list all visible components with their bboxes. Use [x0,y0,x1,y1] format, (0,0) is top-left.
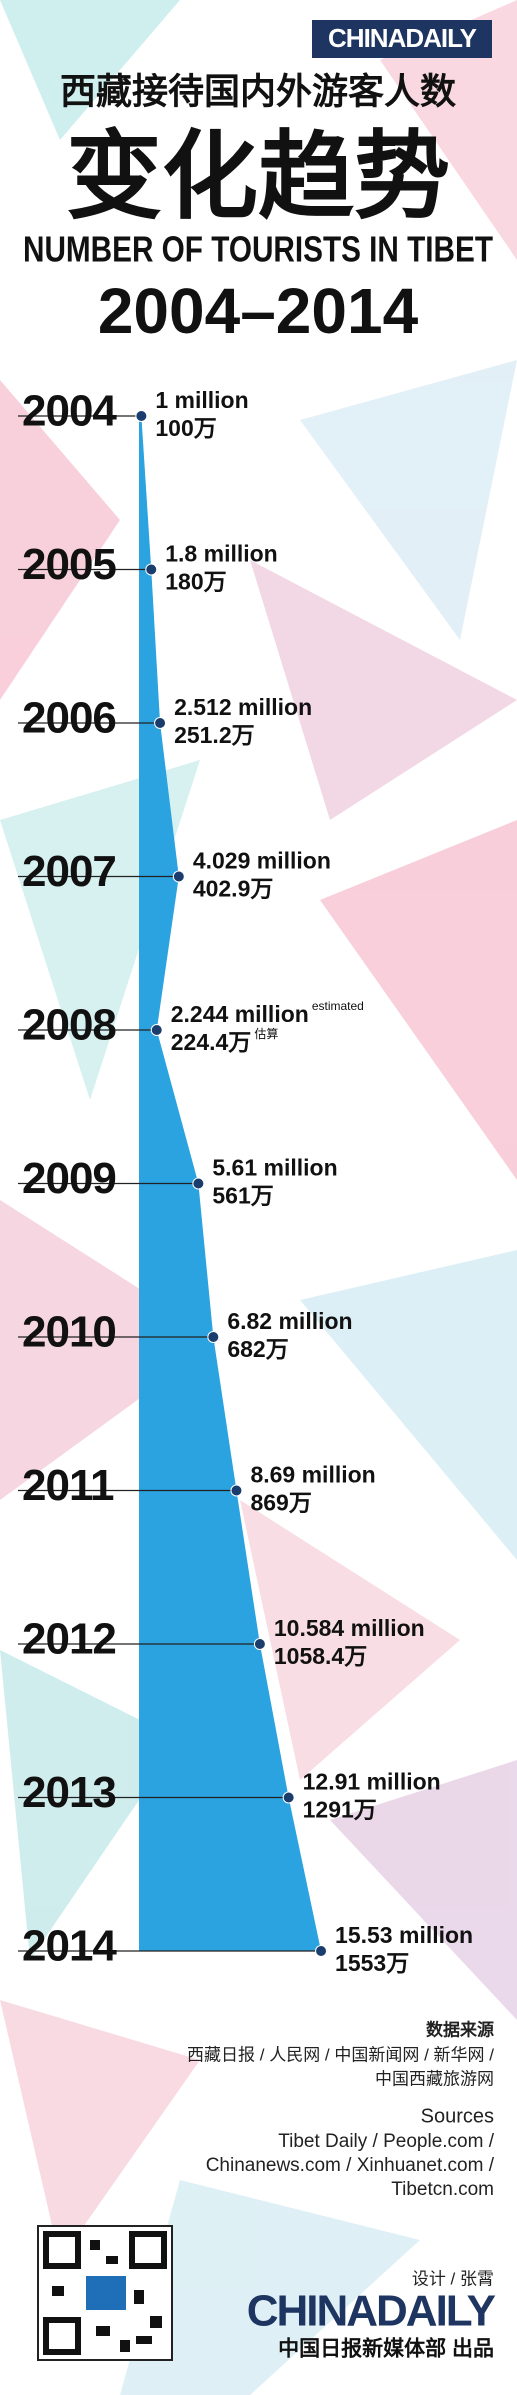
bg-shape [120,2180,420,2395]
year-label: 2009 [22,1154,116,1203]
footer-logo: CHINADAILY [247,2287,496,2336]
value-label-cn: 869万 [250,1490,311,1516]
design-credit: 设计 / 张霄 [412,2269,494,2288]
sources-cn: 西藏日报 / 人民网 / 中国新闻网 / 新华网 / [187,2045,494,2064]
value-label: 2.244 million [171,1001,309,1027]
bg-shape [300,360,517,640]
bg-shape [0,1650,180,1960]
value-label-cn: 100万 [155,415,216,441]
value-label-cn: 402.9万 [193,876,274,902]
bg-shape [320,820,517,1180]
year-label: 2013 [22,1768,116,1817]
point [315,1945,328,1957]
bg-shape [0,380,120,700]
bg-shape [240,1500,460,1780]
sources: Tibetcn.com [391,2179,494,2200]
value-label-cn: 251.2万 [174,722,255,748]
point [145,563,158,576]
point [253,1638,266,1650]
value-label: 6.82 million [227,1308,352,1334]
year-label: 2011 [22,1461,114,1510]
point [282,1791,295,1804]
area [139,416,322,1951]
value-label-cn: 682万 [227,1336,288,1362]
bg-shape [0,1200,220,1500]
subtitle: 2004–2014 [98,275,419,347]
bg-shape [250,560,517,820]
value-label: 1 million [155,387,248,413]
point [207,1331,220,1343]
point [192,1177,205,1190]
sources-cn: 中国西藏旅游网 [375,2069,494,2088]
value-label: 1.8 million [165,541,277,567]
year-label: 2010 [22,1308,116,1357]
year-label: 2007 [22,847,116,896]
value-label: 15.53 million [335,1922,473,1948]
point [172,870,185,883]
value-label: 2.512 million [174,694,312,720]
value-label-cn: 180万 [165,569,226,595]
value-label: 8.69 million [250,1462,375,1488]
value-label: 10.584 million [274,1615,425,1641]
bg-shape [300,1250,517,1560]
value-label-cn: 1553万 [335,1950,409,1976]
bg-shape [0,2000,200,2260]
sources-cn-title: 数据来源 [426,2019,494,2039]
value-label: 12.91 million [303,1769,441,1795]
sources: Tibet Daily / People.com / [278,2131,494,2152]
bg-shape [0,0,180,140]
year-label: 2008 [22,1001,116,1050]
qr-code [37,2225,173,2361]
value-label-cn: 1058.4万 [274,1643,367,1669]
year-label: 2004 [22,387,117,436]
value-label-cn: 561万 [212,1183,273,1209]
point [154,717,167,729]
value-label-cn: 224.4万 [171,1029,252,1055]
sources-title: Sources [421,2105,494,2127]
point [230,1484,243,1497]
value-label-cn: 1291万 [303,1797,377,1823]
year-label: 2006 [22,694,116,743]
annotation: estimated [312,999,364,1013]
year-label: 2012 [22,1615,116,1664]
value-label: 5.61 million [212,1155,337,1181]
logo-box [312,20,492,58]
title: NUMBER OF TOURISTS IN TIBET [23,229,493,270]
point [135,410,148,422]
logo: CHINADAILY [328,23,477,53]
sources: Chinanews.com / Xinhuanet.com / [206,2155,495,2176]
year-label: 2005 [22,540,116,589]
title-cn-large: 变化趋势 [66,123,450,230]
publisher: 中国日报新媒体部 出品 [278,2337,494,2361]
title-cn: 西藏接待国内外游客人数 [60,71,456,112]
year-label: 2014 [22,1922,117,1971]
point [150,1024,163,1036]
annotation: 估算 [254,1026,278,1041]
bg-shape [380,0,517,260]
value-label: 4.029 million [193,848,331,874]
bg-shape [330,1760,517,2020]
